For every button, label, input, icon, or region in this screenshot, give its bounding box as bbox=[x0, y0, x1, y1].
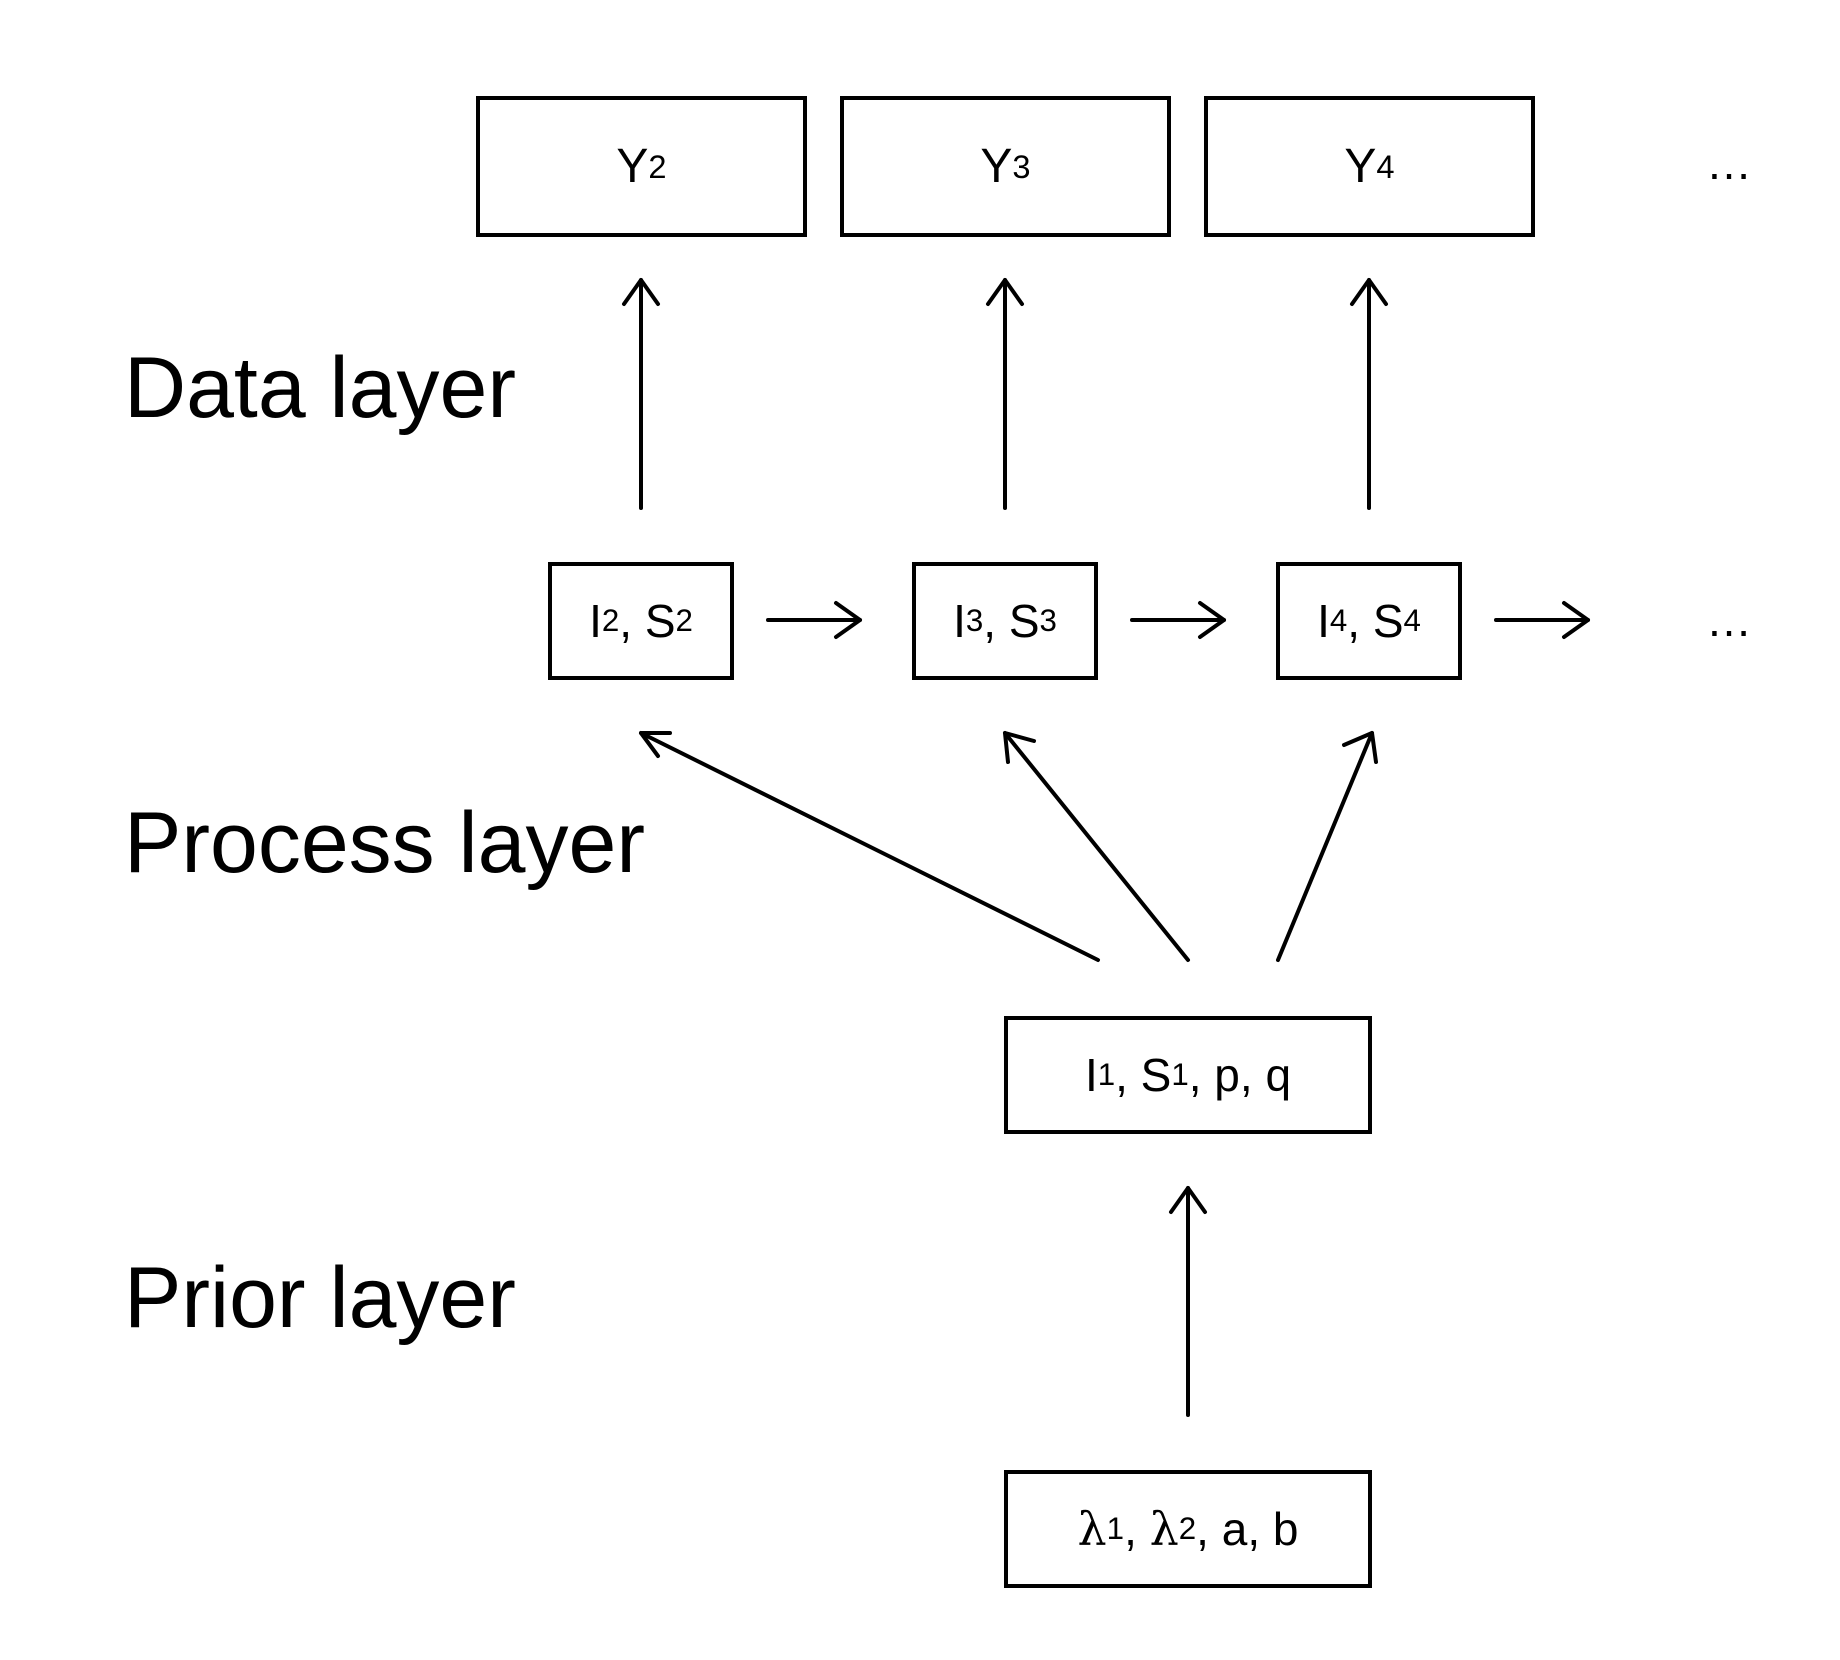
edge-process4-to-ellipsis bbox=[1494, 601, 1590, 639]
edge-process3-to-y3 bbox=[986, 278, 1024, 510]
process-node-2-a: I bbox=[589, 595, 602, 647]
prior-layer-label: Prior layer bbox=[124, 1250, 516, 1346]
edge-process2-to-y2 bbox=[622, 278, 660, 510]
edge-init-to-process3 bbox=[1003, 731, 1190, 962]
process-node-4-a: I bbox=[1317, 595, 1330, 647]
data-node-y3-base: Y bbox=[980, 140, 1013, 193]
edge-process3-to-process4 bbox=[1130, 601, 1226, 639]
edge-init-to-process2 bbox=[639, 731, 1100, 962]
process-node-3-b: S bbox=[1008, 595, 1040, 647]
prior-node-b: λ bbox=[1149, 1502, 1179, 1556]
data-layer-ellipsis: … bbox=[1706, 137, 1752, 189]
process-node-3-sep: , bbox=[983, 595, 1009, 647]
process-layer-ellipsis: … bbox=[1706, 594, 1752, 646]
initial-state-node-rest: , p, q bbox=[1188, 1049, 1292, 1101]
process-node-2-b: S bbox=[644, 595, 676, 647]
edge-process4-to-y4 bbox=[1350, 278, 1388, 510]
process-node-4-b: S bbox=[1372, 595, 1404, 647]
initial-state-node-sep: , bbox=[1115, 1049, 1141, 1101]
initial-state-node-a: I bbox=[1084, 1049, 1098, 1101]
data-node-y4-base: Y bbox=[1344, 140, 1377, 193]
process-node-2-sep: , bbox=[619, 595, 645, 647]
process-node-4-sep: , bbox=[1347, 595, 1373, 647]
edge-init-to-process4 bbox=[1276, 731, 1378, 962]
edge-process2-to-process3 bbox=[766, 601, 862, 639]
prior-node-a: λ bbox=[1077, 1502, 1107, 1556]
edge-prior-to-init bbox=[1169, 1186, 1207, 1417]
data-node-y2-base: Y bbox=[616, 140, 649, 193]
data-layer-label: Data layer bbox=[124, 340, 516, 436]
prior-node-rest: , a, b bbox=[1196, 1503, 1299, 1555]
initial-state-node-b: S bbox=[1140, 1049, 1172, 1101]
process-node-3-a: I bbox=[953, 595, 966, 647]
prior-node-sep: , bbox=[1124, 1503, 1150, 1555]
process-layer-label: Process layer bbox=[124, 795, 645, 891]
